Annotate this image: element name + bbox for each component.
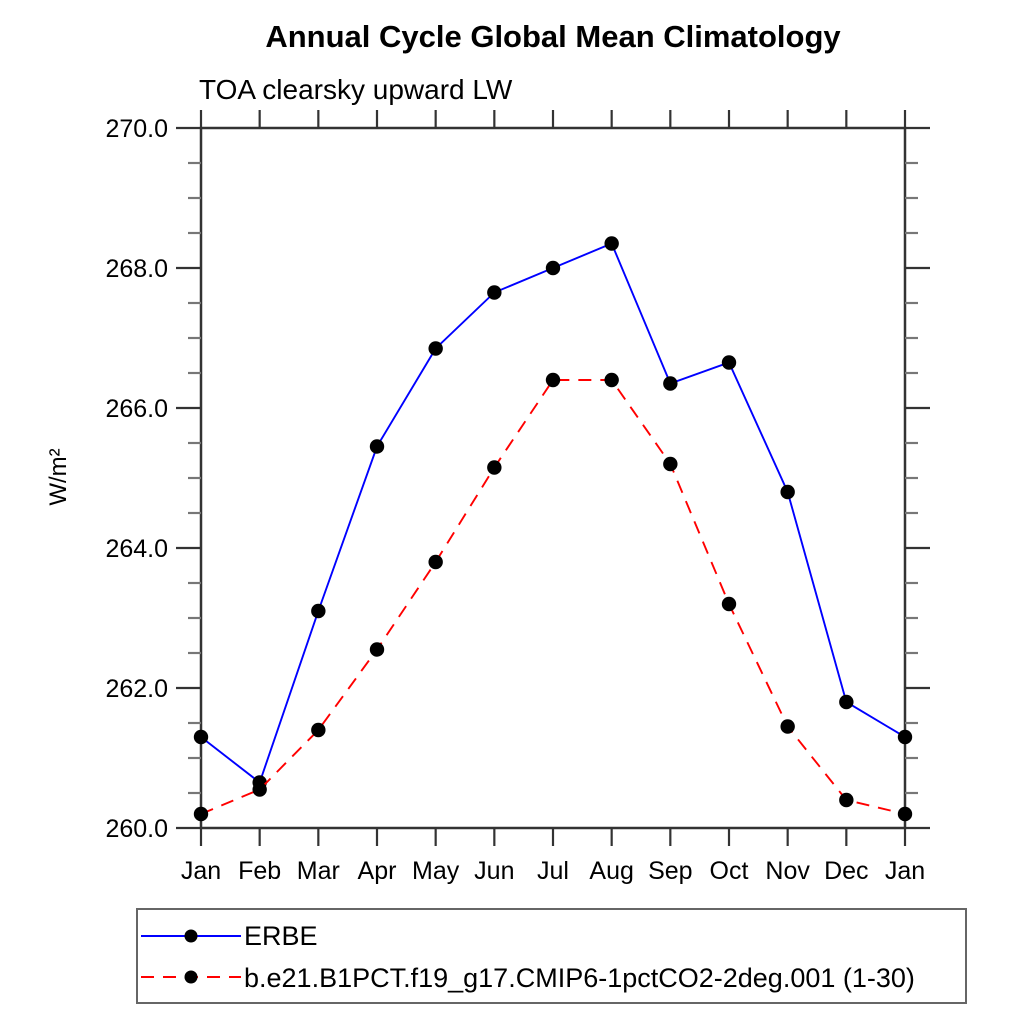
axes: 260.0 262.0 264.0 266.0 268.0 270.0 Jan Feb Mar A… xyxy=(105,110,930,885)
x-tick-label: Sep xyxy=(648,857,692,885)
legend-marker xyxy=(184,970,198,984)
x-tick-label: Nov xyxy=(765,857,810,885)
y-tick-label: 264.0 xyxy=(105,535,168,563)
data-point xyxy=(663,456,678,472)
x-tick-label: Jan xyxy=(885,857,925,885)
y-tick-label: 262.0 xyxy=(105,675,168,703)
legend-box xyxy=(136,908,967,1004)
legend-samples xyxy=(141,929,241,984)
chart-title: Annual Cycle Global Mean Climatology xyxy=(265,19,841,54)
data-point xyxy=(428,341,443,356)
series-line-erbe xyxy=(200,242,906,785)
y-tick-label: 260.0 xyxy=(105,815,168,843)
data-point xyxy=(369,439,385,454)
data-series xyxy=(193,236,913,822)
data-point xyxy=(428,554,443,570)
x-tick-label: Jan xyxy=(181,857,221,885)
x-tick-label: Jun xyxy=(474,857,514,885)
data-point xyxy=(311,603,326,619)
y-tick-label: 266.0 xyxy=(105,395,168,423)
data-point xyxy=(311,722,326,738)
y-tick-label: 270.0 xyxy=(105,115,168,143)
data-point xyxy=(193,806,209,822)
x-tick-label: Aug xyxy=(589,857,633,885)
data-point xyxy=(604,236,619,251)
legend: ERBE b.e21.B1PCT.f19_g17.CMIP6-1pctCO2-2… xyxy=(136,908,967,1004)
x-tick-label: Mar xyxy=(297,857,340,885)
x-tick-label: Feb xyxy=(238,857,281,885)
legend-label-erbe: ERBE xyxy=(244,921,318,951)
plot-frame xyxy=(199,126,907,830)
data-point xyxy=(839,694,854,710)
data-point xyxy=(780,484,795,500)
x-tick-label: Jul xyxy=(537,857,569,885)
data-point xyxy=(252,782,267,797)
data-point xyxy=(780,719,795,734)
x-tick-label: Oct xyxy=(710,857,749,885)
x-tick-label: May xyxy=(412,857,460,885)
legend-label-model: b.e21.B1PCT.f19_g17.CMIP6-1pctCO2-2deg.0… xyxy=(244,963,915,993)
data-point xyxy=(721,596,737,612)
data-point xyxy=(604,372,619,388)
legend-marker xyxy=(184,929,198,943)
data-point xyxy=(545,372,561,388)
data-point xyxy=(721,355,737,370)
y-axis-title: W/m² xyxy=(45,448,72,505)
data-point xyxy=(487,285,502,300)
data-point xyxy=(545,260,561,276)
data-point xyxy=(839,792,854,808)
chart-subtitle: TOA clearsky upward LW xyxy=(199,74,513,105)
y-tick-label: 268.0 xyxy=(105,255,168,283)
data-point xyxy=(897,806,913,822)
data-point xyxy=(487,460,502,475)
data-point xyxy=(663,376,678,391)
x-tick-label: Dec xyxy=(824,857,868,885)
data-point xyxy=(193,729,209,745)
series-line-model xyxy=(200,379,906,815)
x-tick-label: Apr xyxy=(358,857,397,885)
data-point xyxy=(369,642,385,657)
data-point xyxy=(897,729,913,745)
